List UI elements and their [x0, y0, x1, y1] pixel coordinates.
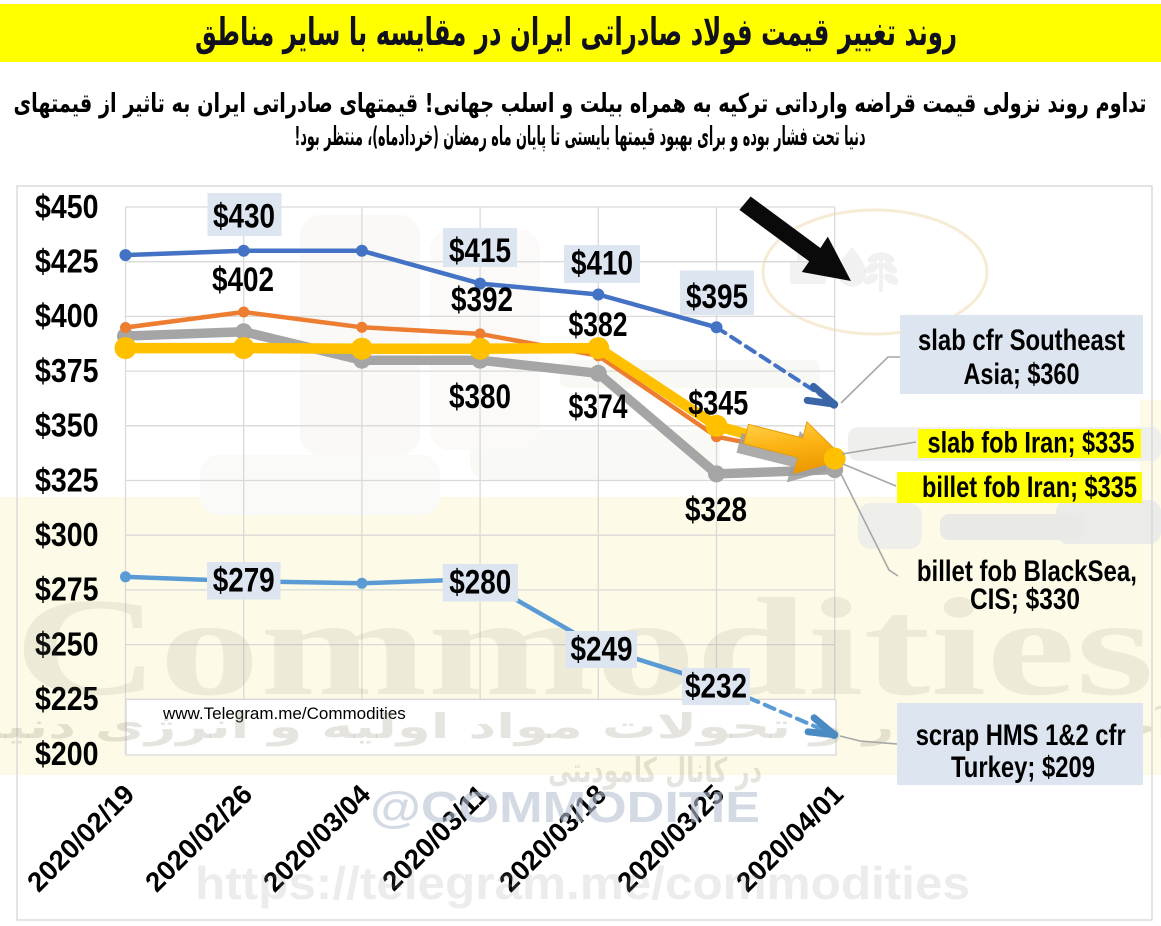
- svg-text:$430: $430: [213, 198, 275, 236]
- svg-text:Turkey; $209: Turkey; $209: [951, 751, 1095, 784]
- svg-text:$380: $380: [449, 378, 511, 416]
- svg-text:billet fob Iran; $335: billet fob Iran; $335: [922, 471, 1137, 504]
- svg-text:billet fob BlackSea,: billet fob BlackSea,: [917, 555, 1137, 588]
- svg-text:تداوم روند نزولی قیمت قراضه وا: تداوم روند نزولی قیمت قراضه وارداتی ترکی…: [14, 89, 1147, 119]
- svg-text:$200: $200: [35, 735, 99, 772]
- svg-text:$402: $402: [212, 261, 274, 299]
- svg-text:$382: $382: [569, 306, 628, 344]
- svg-text:$328: $328: [685, 491, 747, 529]
- svg-text:دنیا تحت فشار بوده و برای بهبو: دنیا تحت فشار بوده و برای بهبود قیمتها ب…: [295, 122, 866, 152]
- svg-text:$395: $395: [686, 278, 748, 316]
- svg-text:$249: $249: [571, 631, 633, 669]
- svg-text:@COMMODITIE: @COMMODITIE: [370, 783, 760, 832]
- svg-text:$300: $300: [35, 516, 99, 553]
- svg-text:Asia; $360: Asia; $360: [964, 358, 1080, 391]
- svg-text:slab fob Iran; $335: slab fob Iran; $335: [928, 427, 1135, 460]
- svg-text:2020/02/19: 2020/02/19: [21, 778, 140, 897]
- svg-text:$425: $425: [35, 243, 99, 280]
- svg-text:$280: $280: [449, 564, 511, 602]
- svg-text:$250: $250: [35, 625, 99, 662]
- svg-text:$392: $392: [451, 281, 513, 319]
- svg-text:$275: $275: [35, 571, 99, 608]
- svg-text:https://telegram.me/commoditie: https://telegram.me/commodities: [195, 857, 970, 909]
- svg-text:$375: $375: [35, 352, 99, 389]
- svg-text:روند تغییر قیمت فولاد صادراتی: روند تغییر قیمت فولاد صادراتی ایران در م…: [195, 10, 957, 55]
- svg-text:www.Telegram.me/Commodities: www.Telegram.me/Commodities: [162, 704, 406, 723]
- svg-text:$350: $350: [35, 407, 99, 444]
- svg-text:$450: $450: [35, 188, 99, 225]
- svg-text:$415: $415: [449, 232, 511, 270]
- svg-text:$225: $225: [35, 680, 99, 717]
- svg-text:scrap HMS 1&2 cfr: scrap HMS 1&2 cfr: [916, 719, 1126, 752]
- svg-text:$374: $374: [569, 388, 628, 426]
- svg-text:در کانال کامودیتی: در کانال کامودیتی: [548, 751, 762, 791]
- svg-text:$345: $345: [688, 385, 748, 423]
- svg-text:$325: $325: [35, 461, 99, 498]
- svg-text:CIS; $330: CIS; $330: [970, 583, 1080, 616]
- svg-text:$232: $232: [685, 668, 747, 706]
- svg-text:$279: $279: [213, 562, 275, 600]
- svg-text:$410: $410: [571, 245, 633, 283]
- svg-text:$400: $400: [35, 297, 99, 334]
- svg-text:slab cfr Southeast: slab cfr Southeast: [918, 324, 1125, 357]
